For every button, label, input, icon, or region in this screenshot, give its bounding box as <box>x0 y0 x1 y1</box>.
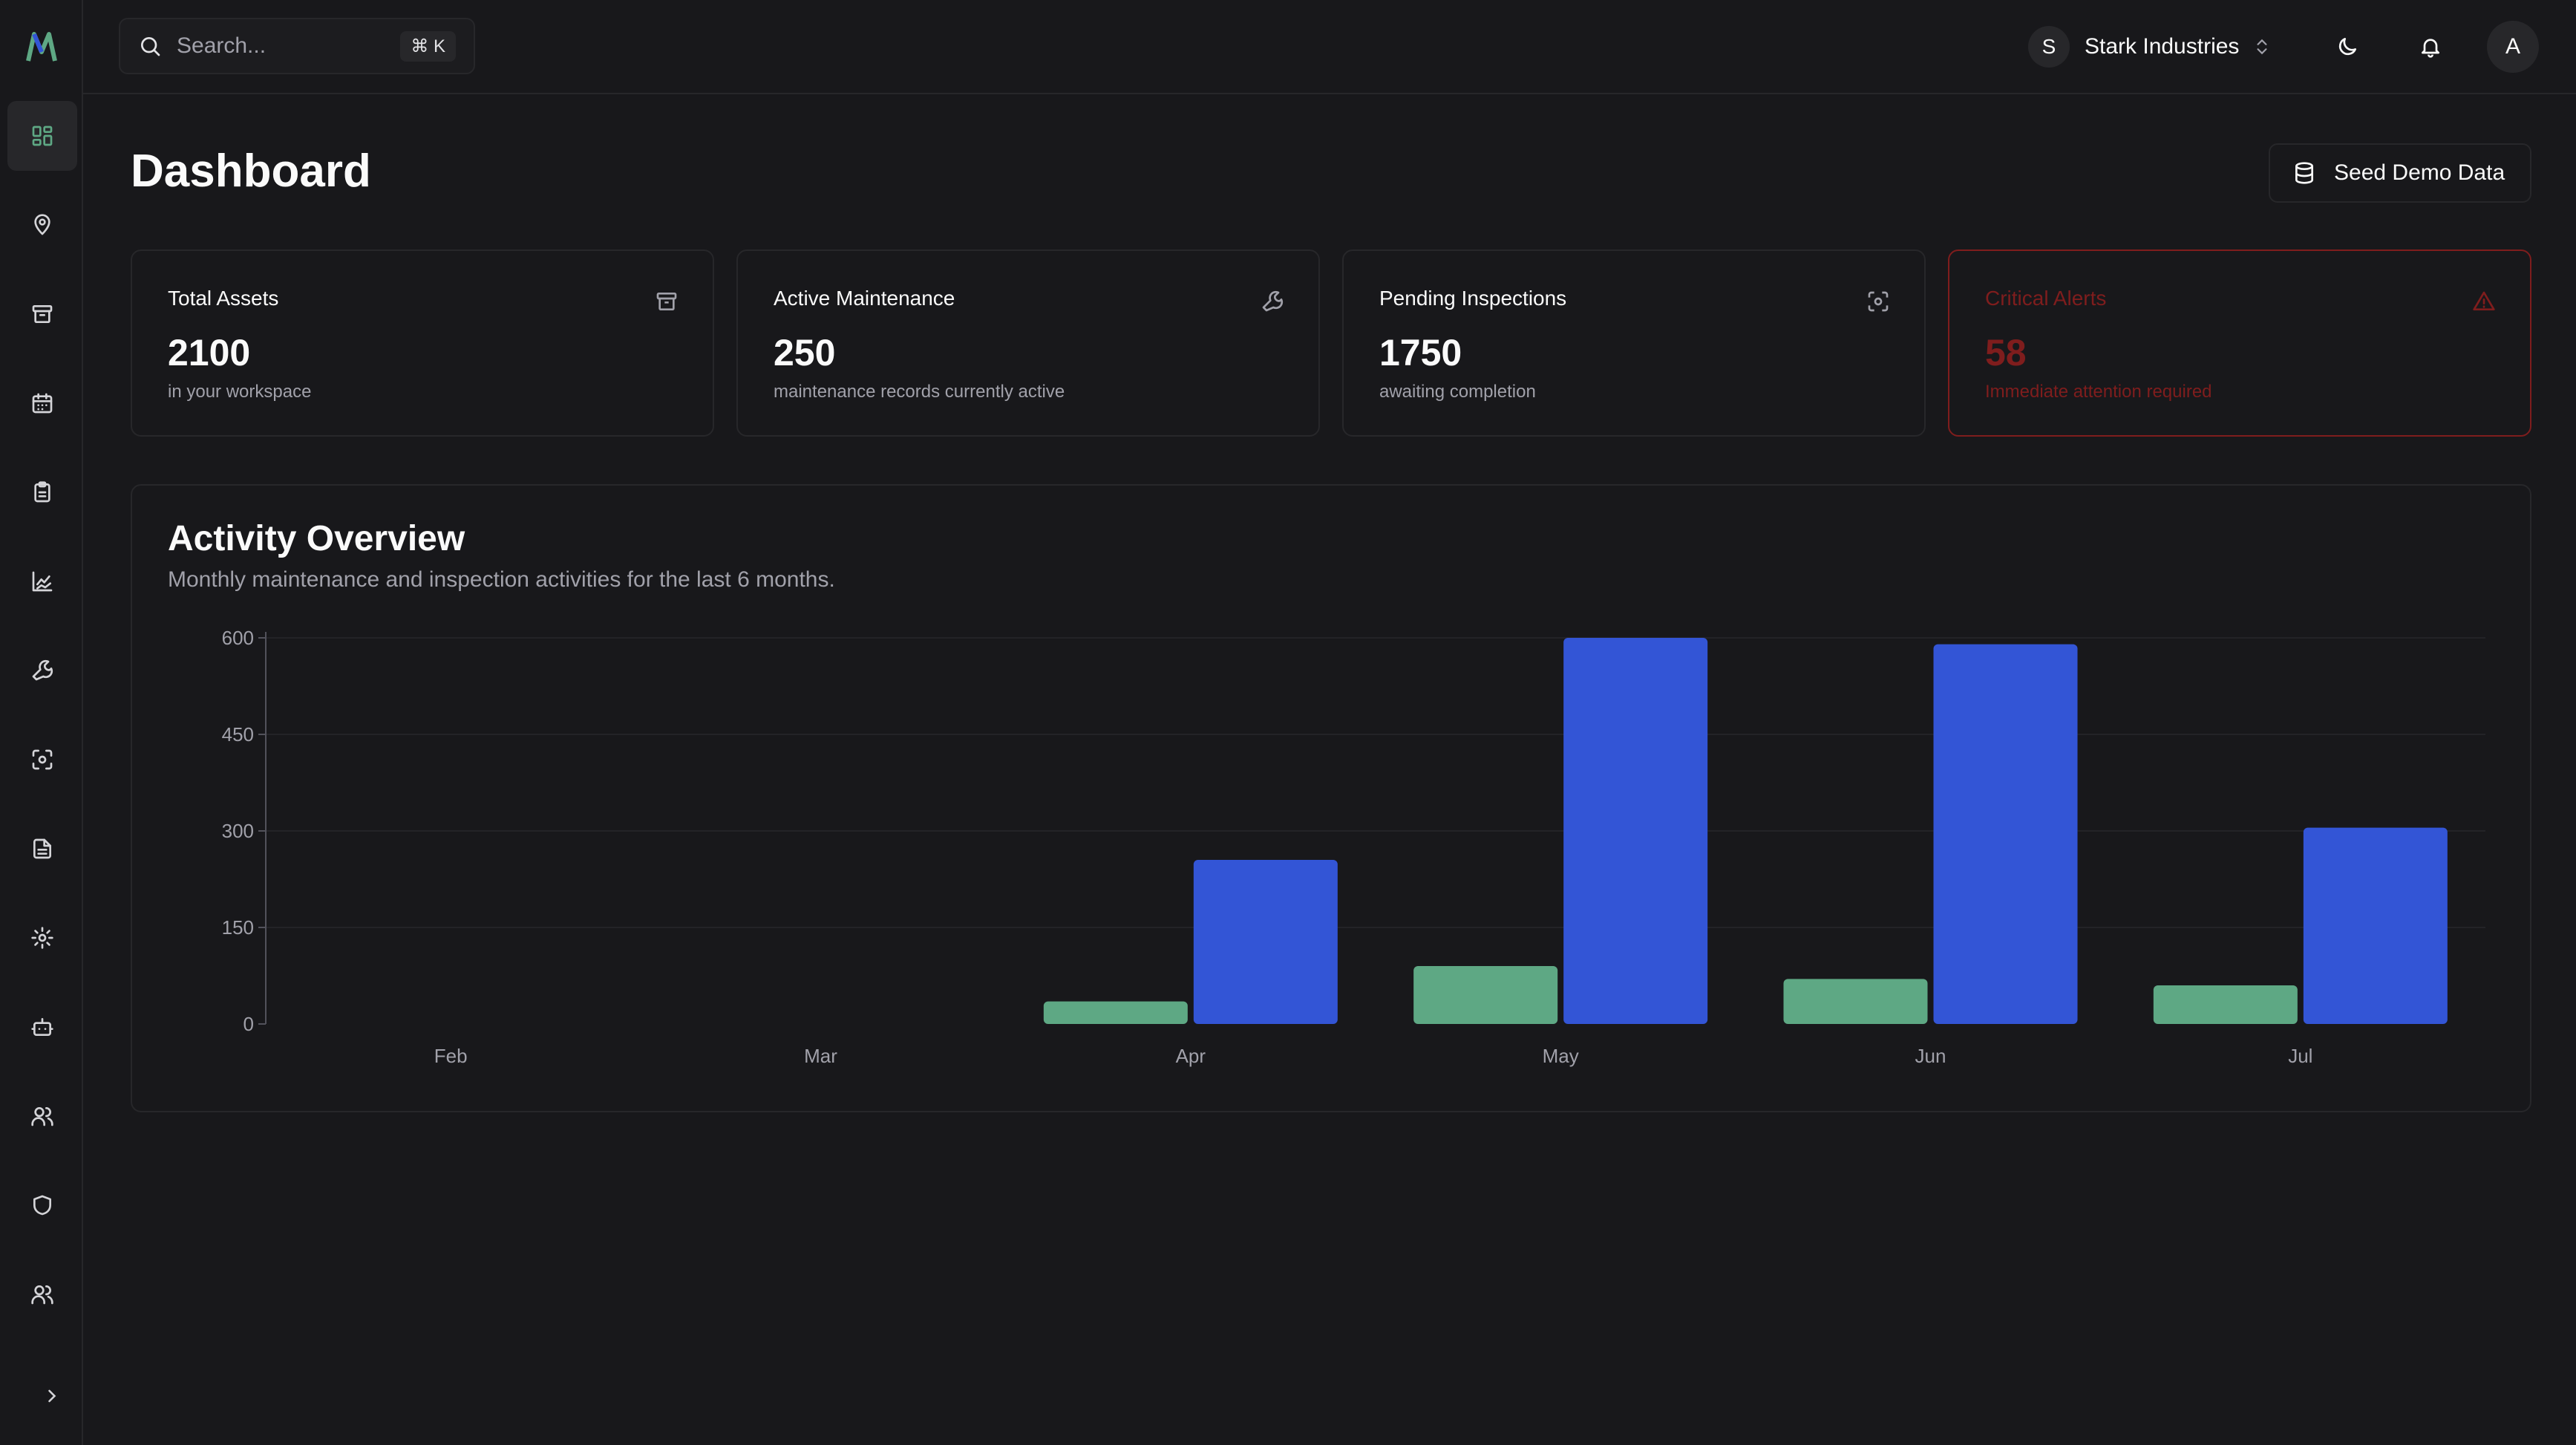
search-icon <box>141 37 160 56</box>
sidebar <box>0 0 83 1445</box>
gear-icon <box>31 927 53 949</box>
theme-toggle-button[interactable] <box>2327 26 2368 68</box>
users-icon <box>31 1285 53 1305</box>
sidebar-item-locations[interactable] <box>7 190 77 260</box>
sidebar-item-settings[interactable] <box>7 903 77 973</box>
search-box[interactable]: Search... ⌘ K <box>119 18 475 74</box>
sidebar-item-security[interactable] <box>7 1170 77 1240</box>
stat-card-value: 250 <box>774 332 836 374</box>
file-icon <box>33 838 51 859</box>
sidebar-item-checklists[interactable] <box>7 457 77 527</box>
stat-card-label: Total Assets <box>168 287 279 310</box>
x-tick-label: Jun <box>1915 1045 1946 1067</box>
shield-icon <box>33 1195 51 1216</box>
sidebar-item-dashboard[interactable] <box>7 101 77 171</box>
bar-jun-series-1 <box>1783 979 1928 1024</box>
scan-icon <box>1868 291 1889 312</box>
alert-triangle-icon <box>2473 291 2495 310</box>
stat-card-total-assets: Total Assets 2100 in your workspace <box>131 249 714 437</box>
sidebar-expand-button[interactable] <box>37 1381 67 1411</box>
top-header: Search... ⌘ K S Stark Industries A <box>83 0 2576 94</box>
sidebar-item-reports[interactable] <box>7 547 77 616</box>
activity-bar-chart: 0 150 300 450 600 Feb Mar Apr May Jun Jul <box>222 627 2485 1067</box>
org-name: Stark Industries <box>2085 34 2240 59</box>
archive-icon <box>656 293 677 310</box>
app-logo[interactable] <box>24 30 59 65</box>
calendar-icon <box>32 393 53 414</box>
stat-card-value: 1750 <box>1379 332 1462 374</box>
stat-card-label: Pending Inspections <box>1379 287 1567 310</box>
y-tick-label: 150 <box>222 916 254 939</box>
wrench-icon <box>32 659 53 681</box>
sidebar-item-automation[interactable] <box>7 992 77 1062</box>
search-input[interactable]: Search... <box>177 33 267 58</box>
stat-card-subtitle: in your workspace <box>168 382 312 402</box>
archive-icon <box>32 305 53 323</box>
sidebar-item-maintenance[interactable] <box>7 636 77 705</box>
chart-icon <box>32 571 53 592</box>
page-title: Dashboard <box>131 146 371 197</box>
bar-jul-series-1 <box>2153 985 2298 1024</box>
y-tick-label: 300 <box>222 820 254 842</box>
bell-icon <box>2422 39 2439 58</box>
sidebar-item-schedule[interactable] <box>7 368 77 438</box>
panel-subtitle: Monthly maintenance and inspection activ… <box>168 567 835 592</box>
seed-demo-data-button[interactable]: Seed Demo Data <box>2269 143 2531 203</box>
stat-card-label: Active Maintenance <box>774 287 955 310</box>
y-tick-label: 450 <box>222 723 254 746</box>
users-icon <box>31 1107 53 1126</box>
bar-jun-series-2 <box>1933 644 2078 1024</box>
bar-apr-series-1 <box>1043 1001 1188 1024</box>
sidebar-item-inspections[interactable] <box>7 725 77 795</box>
clipboard-icon <box>34 481 50 503</box>
stat-card-critical-alerts: Critical Alerts 58 Immediate attention r… <box>1948 249 2531 437</box>
panel-title: Activity Overview <box>168 519 465 558</box>
x-tick-label: Jul <box>2288 1045 2312 1067</box>
sidebar-item-teams[interactable] <box>7 1259 77 1329</box>
notifications-button[interactable] <box>2410 26 2451 68</box>
seed-demo-data-label: Seed Demo Data <box>2334 160 2505 185</box>
database-icon <box>2295 162 2313 184</box>
map-pin-icon <box>34 214 50 235</box>
stat-card-subtitle: Immediate attention required <box>1985 382 2212 402</box>
bar-apr-series-2 <box>1193 860 1338 1024</box>
sidebar-item-assets[interactable] <box>7 279 77 349</box>
bar-jul-series-2 <box>2303 827 2448 1024</box>
x-tick-label: May <box>1543 1045 1579 1067</box>
search-shortcut-badge: ⌘ K <box>400 30 456 62</box>
stat-card-subtitle: awaiting completion <box>1379 382 1536 402</box>
scan-icon <box>32 749 53 770</box>
org-switcher[interactable]: S Stark Industries <box>2028 22 2272 71</box>
activity-overview-panel: Activity Overview Monthly maintenance an… <box>131 484 2531 1112</box>
x-tick-label: Apr <box>1176 1045 1206 1067</box>
stat-card-subtitle: maintenance records currently active <box>774 382 1065 402</box>
bot-icon <box>31 1018 53 1036</box>
org-avatar: S <box>2028 26 2070 68</box>
wrench-icon <box>1262 290 1284 312</box>
y-tick-label: 600 <box>222 627 254 649</box>
chevron-right-icon <box>48 1389 56 1403</box>
stat-card-value: 2100 <box>168 332 251 374</box>
y-tick-label: 0 <box>243 1013 254 1035</box>
user-avatar[interactable]: A <box>2487 21 2539 73</box>
stat-card-value: 58 <box>1985 332 2027 374</box>
chevron-updown-icon <box>2257 39 2267 55</box>
moon-icon <box>2338 38 2356 56</box>
sidebar-item-documents[interactable] <box>7 814 77 884</box>
sidebar-item-users[interactable] <box>7 1081 77 1151</box>
x-tick-label: Feb <box>434 1045 468 1067</box>
stat-card-active-maintenance: Active Maintenance 250 maintenance recor… <box>736 249 1320 437</box>
bar-may-series-1 <box>1413 966 1558 1024</box>
layout-grid-icon <box>32 125 53 146</box>
stat-card-pending-inspections: Pending Inspections 1750 awaiting comple… <box>1342 249 1926 437</box>
stat-card-label: Critical Alerts <box>1985 287 2107 310</box>
x-tick-label: Mar <box>804 1045 837 1067</box>
bar-may-series-2 <box>1563 638 1708 1024</box>
